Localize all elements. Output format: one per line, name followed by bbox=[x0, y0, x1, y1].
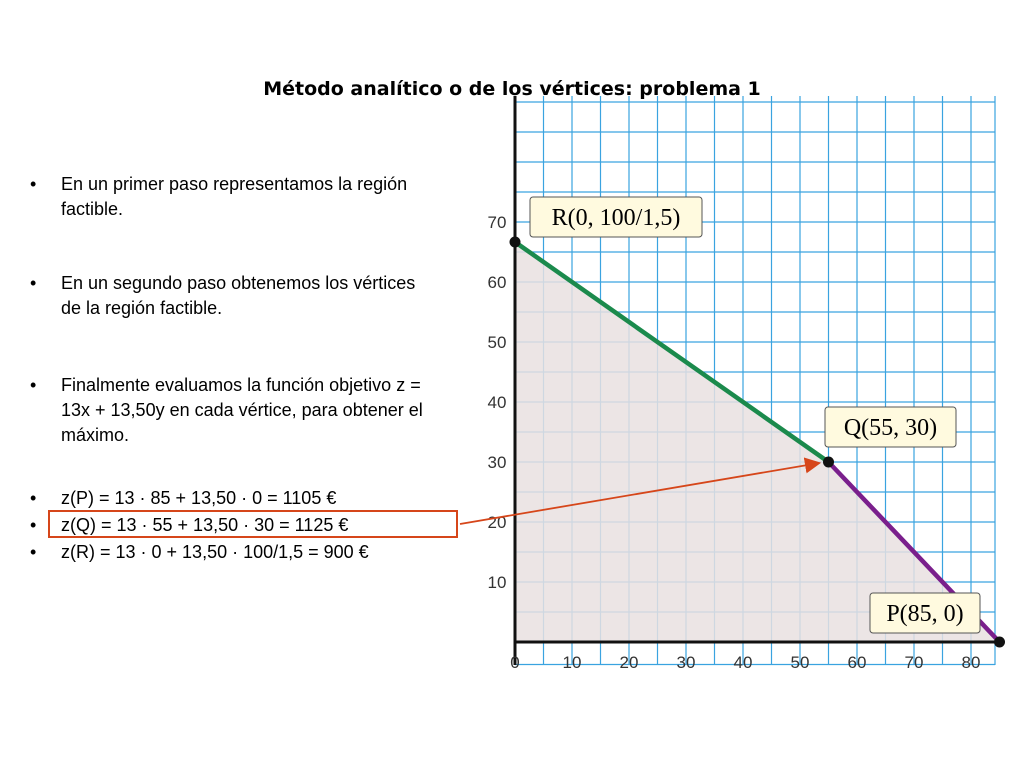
x-tick-label: 10 bbox=[563, 653, 582, 672]
y-tick-label: 30 bbox=[488, 453, 507, 472]
vertex-label-text: R(0, 100/1,5) bbox=[552, 205, 681, 231]
vertex-point bbox=[994, 636, 1005, 648]
bullet-text: z(Q) = 13 · 55 + 13,50 · 30 = 1125 € bbox=[61, 515, 349, 535]
bullet-text: z(P) = 13 · 85 + 13,50 · 0 = 1105 € bbox=[61, 488, 337, 508]
bullet-item: • Finalmente evaluamos la función objeti… bbox=[30, 373, 430, 448]
vertex-label: P(85, 0) bbox=[869, 592, 981, 634]
constraint-line bbox=[512, 239, 831, 465]
bullet-text: Finalmente evaluamos la función objetivo… bbox=[61, 375, 423, 445]
highlight-box bbox=[48, 510, 458, 538]
x-tick-label: 30 bbox=[677, 653, 696, 672]
bullet-item: • z(P) = 13 · 85 + 13,50 · 0 = 1105 € bbox=[30, 486, 430, 511]
vertex-label-text: Q(55, 30) bbox=[844, 415, 937, 441]
bullet-marker: • bbox=[30, 375, 37, 395]
x-tick-label: 60 bbox=[848, 653, 867, 672]
y-tick-label: 40 bbox=[488, 393, 507, 412]
bullet-item: • En un segundo paso obtenemos los vérti… bbox=[30, 271, 430, 321]
bullet-item: • En un primer paso representamos la reg… bbox=[30, 172, 430, 222]
axes bbox=[513, 96, 995, 665]
bullet-text: z(R) = 13 · 0 + 13,50 · 100/1,5 = 900 € bbox=[61, 542, 369, 562]
vertex-label: Q(55, 30) bbox=[824, 406, 957, 448]
bullet-item: • z(Q) = 13 · 55 + 13,50 · 30 = 1125 € bbox=[30, 513, 430, 538]
vertex-label-box bbox=[869, 592, 981, 634]
x-tick-label: 20 bbox=[620, 653, 639, 672]
y-tick-label: 50 bbox=[488, 333, 507, 352]
bullet-text: En un primer paso representamos la regió… bbox=[61, 174, 408, 219]
bullet-text: En un segundo paso obtenemos los vértice… bbox=[61, 273, 416, 318]
pointer-arrow bbox=[459, 457, 822, 525]
bullet-marker: • bbox=[30, 273, 37, 293]
y-tick-label: 60 bbox=[488, 273, 507, 292]
x-tick-label: 70 bbox=[905, 653, 924, 672]
bullet-marker: • bbox=[30, 542, 37, 562]
feasible-region bbox=[515, 241, 1000, 643]
slide-title: Método analítico o de los vértices: prob… bbox=[263, 78, 761, 100]
vertex-point bbox=[509, 236, 521, 248]
bullet-marker: • bbox=[30, 488, 37, 508]
bullet-marker: • bbox=[30, 515, 37, 535]
y-tick-label: 10 bbox=[488, 573, 507, 592]
bullet-marker: • bbox=[30, 174, 37, 194]
vertex-label-text: P(85, 0) bbox=[886, 601, 963, 627]
x-tick-label: 0 bbox=[510, 653, 519, 672]
vertex-point bbox=[823, 456, 834, 468]
vertex-layer: R(0, 100/1,5) Q(55, 30) P(85, 0) bbox=[509, 196, 1005, 648]
arrow-layer bbox=[459, 457, 822, 525]
x-tick-label: 80 bbox=[962, 653, 981, 672]
vertex-label-box bbox=[824, 406, 957, 448]
vertex-label-box bbox=[529, 196, 703, 238]
x-tick-label: 40 bbox=[734, 653, 753, 672]
bullet-item: • z(R) = 13 · 0 + 13,50 · 100/1,5 = 900 … bbox=[30, 540, 430, 565]
y-tick-label: 70 bbox=[488, 213, 507, 232]
vertex-label: R(0, 100/1,5) bbox=[529, 196, 703, 238]
x-tick-label: 50 bbox=[791, 653, 810, 672]
